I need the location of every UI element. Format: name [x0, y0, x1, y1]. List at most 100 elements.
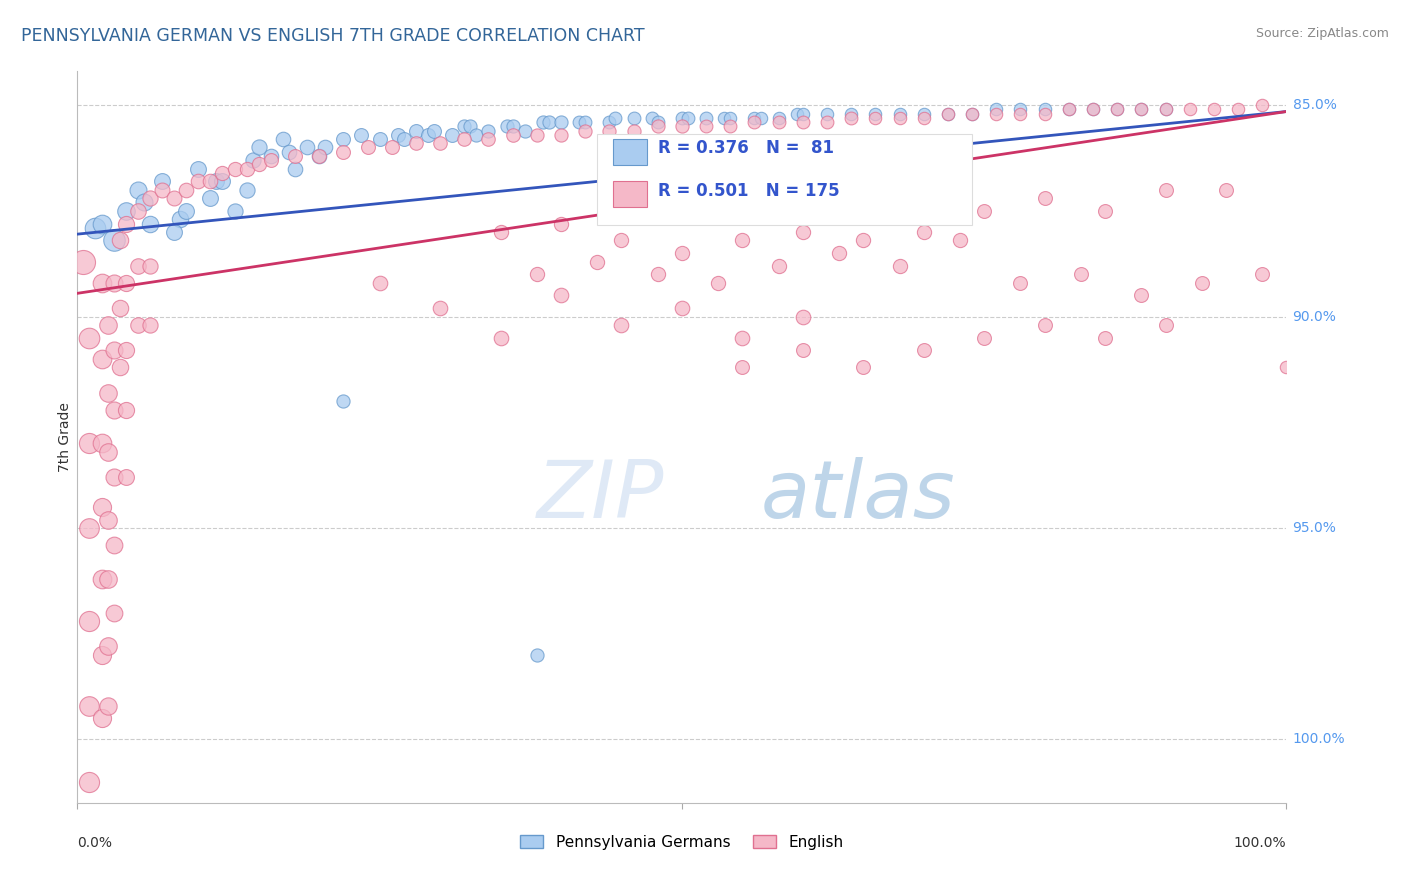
- Point: [72, 254, 94, 268]
- Point: [1094, 331, 1116, 345]
- Point: [79, 774, 101, 789]
- Point: [792, 106, 814, 120]
- Point: [605, 111, 627, 125]
- Point: [465, 128, 488, 142]
- Point: [865, 106, 887, 120]
- Point: [453, 120, 475, 134]
- Point: [1057, 103, 1080, 117]
- Point: [174, 183, 197, 197]
- Point: [852, 360, 875, 375]
- Point: [1033, 191, 1056, 205]
- Point: [139, 217, 162, 231]
- Point: [90, 436, 112, 450]
- Point: [749, 111, 772, 125]
- Point: [247, 140, 270, 154]
- Point: [713, 111, 735, 125]
- Point: [550, 217, 572, 231]
- Point: [1070, 268, 1092, 282]
- Point: [90, 276, 112, 290]
- Point: [568, 115, 591, 129]
- Point: [1154, 318, 1177, 332]
- Point: [889, 111, 911, 125]
- Point: [1033, 106, 1056, 120]
- Point: [610, 203, 633, 218]
- Point: [150, 183, 173, 197]
- Point: [423, 123, 446, 137]
- Point: [205, 174, 228, 188]
- Text: R = 0.501   N = 175: R = 0.501 N = 175: [658, 182, 839, 200]
- Point: [79, 436, 101, 450]
- Point: [441, 128, 464, 142]
- Point: [211, 166, 233, 180]
- Point: [502, 120, 524, 134]
- Point: [623, 111, 645, 125]
- Point: [731, 203, 754, 218]
- Point: [139, 318, 162, 332]
- Point: [610, 234, 633, 248]
- Point: [308, 149, 330, 163]
- Point: [187, 174, 209, 188]
- Point: [550, 288, 572, 302]
- Text: R = 0.376   N =  81: R = 0.376 N = 81: [658, 139, 834, 157]
- Point: [647, 115, 669, 129]
- Point: [242, 153, 264, 168]
- Point: [889, 106, 911, 120]
- Point: [477, 123, 499, 137]
- Point: [453, 132, 475, 146]
- Point: [1215, 183, 1237, 197]
- Text: 100.0%: 100.0%: [1292, 732, 1346, 747]
- Point: [1154, 183, 1177, 197]
- Y-axis label: 7th Grade: 7th Grade: [58, 402, 72, 472]
- Point: [973, 203, 995, 218]
- Point: [718, 111, 741, 125]
- Point: [912, 106, 935, 120]
- Point: [1191, 276, 1213, 290]
- Point: [1081, 103, 1104, 117]
- Point: [1154, 103, 1177, 117]
- Point: [235, 161, 257, 176]
- Point: [1107, 103, 1129, 117]
- Point: [786, 106, 808, 120]
- Point: [260, 153, 283, 168]
- Point: [815, 106, 838, 120]
- Point: [79, 331, 101, 345]
- Point: [295, 140, 318, 154]
- Point: [284, 161, 307, 176]
- Point: [731, 360, 754, 375]
- Point: [1010, 103, 1032, 117]
- Point: [477, 132, 499, 146]
- Point: [127, 318, 149, 332]
- Point: [526, 128, 548, 142]
- Point: [368, 276, 391, 290]
- Point: [79, 614, 101, 628]
- Point: [308, 149, 330, 163]
- Point: [103, 234, 125, 248]
- Point: [731, 234, 754, 248]
- Point: [96, 698, 118, 713]
- Point: [332, 394, 354, 409]
- Point: [1251, 98, 1274, 112]
- Point: [90, 711, 112, 725]
- Point: [792, 343, 814, 358]
- Point: [1010, 106, 1032, 120]
- Point: [489, 331, 512, 345]
- Point: [792, 225, 814, 239]
- Point: [169, 212, 191, 227]
- Point: [960, 106, 983, 120]
- Point: [114, 470, 136, 484]
- Point: [114, 276, 136, 290]
- Point: [90, 572, 112, 586]
- Point: [513, 123, 536, 137]
- Point: [792, 191, 814, 205]
- Point: [381, 140, 404, 154]
- Point: [792, 310, 814, 324]
- Text: Source: ZipAtlas.com: Source: ZipAtlas.com: [1256, 27, 1389, 40]
- Point: [839, 106, 862, 120]
- Point: [1154, 103, 1177, 117]
- Point: [224, 203, 246, 218]
- Point: [405, 123, 427, 137]
- Point: [211, 174, 233, 188]
- Point: [537, 115, 560, 129]
- Point: [163, 191, 186, 205]
- Point: [127, 203, 149, 218]
